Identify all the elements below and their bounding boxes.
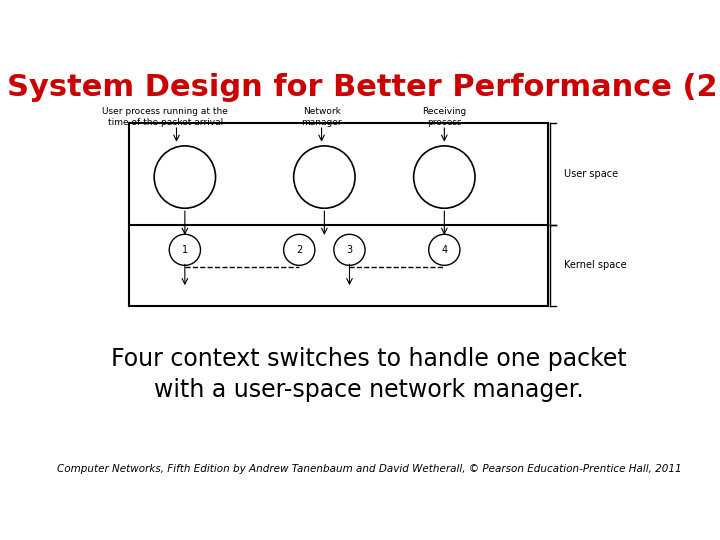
Text: System Design for Better Performance (2): System Design for Better Performance (2) bbox=[6, 73, 720, 102]
Text: Network
manager: Network manager bbox=[301, 107, 342, 127]
Text: Computer Networks, Fifth Edition by Andrew Tanenbaum and David Wetherall, © Pear: Computer Networks, Fifth Edition by Andr… bbox=[57, 464, 681, 474]
Text: Receiving
process: Receiving process bbox=[422, 107, 467, 127]
Text: 4: 4 bbox=[441, 245, 447, 255]
Text: Kernel space: Kernel space bbox=[564, 260, 627, 271]
Text: 3: 3 bbox=[346, 245, 353, 255]
Text: Four context switches to handle one packet
with a user-space network manager.: Four context switches to handle one pack… bbox=[111, 347, 627, 402]
Text: 1: 1 bbox=[181, 245, 188, 255]
Text: User process running at the
time of the packet arrival: User process running at the time of the … bbox=[102, 107, 228, 127]
Text: User space: User space bbox=[564, 169, 618, 179]
Text: 2: 2 bbox=[296, 245, 302, 255]
